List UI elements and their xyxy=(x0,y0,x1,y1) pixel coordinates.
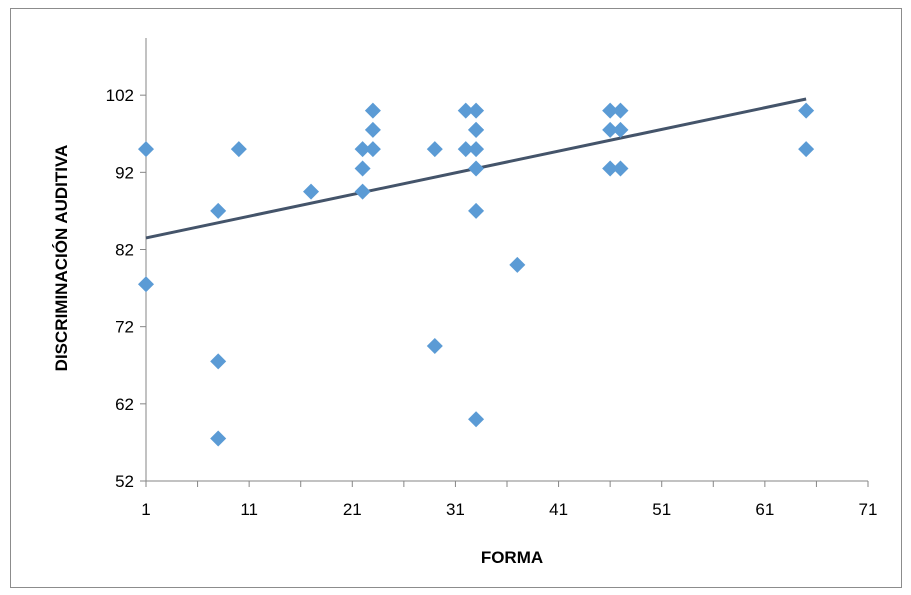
data-point xyxy=(602,102,619,119)
data-point xyxy=(468,102,485,119)
x-tick-label: 71 xyxy=(859,500,878,519)
data-point xyxy=(612,102,629,119)
data-point xyxy=(798,102,815,119)
x-tick-label: 41 xyxy=(549,500,568,519)
data-point xyxy=(210,202,227,219)
x-tick-label: 1 xyxy=(141,500,150,519)
y-tick-label: 62 xyxy=(115,395,134,414)
data-point xyxy=(509,256,526,273)
data-point xyxy=(138,276,154,293)
data-point xyxy=(612,121,629,138)
x-axis-title: FORMA xyxy=(481,548,543,567)
data-point xyxy=(798,141,815,158)
data-point xyxy=(602,121,619,138)
x-tick-label: 21 xyxy=(343,500,362,519)
y-tick-label: 102 xyxy=(106,86,134,105)
x-tick-label: 31 xyxy=(446,500,465,519)
data-point xyxy=(468,141,485,158)
data-point xyxy=(612,160,629,177)
data-point xyxy=(457,141,474,158)
data-point xyxy=(138,141,154,158)
y-axis-title: DISCRIMINACIÓN AUDITIVA xyxy=(52,145,71,372)
data-point xyxy=(210,430,227,447)
data-points xyxy=(138,102,815,447)
data-point xyxy=(468,160,485,177)
data-point xyxy=(426,141,443,158)
data-point xyxy=(364,121,381,138)
data-point xyxy=(354,183,371,200)
data-point xyxy=(230,141,247,158)
data-point xyxy=(354,141,371,158)
data-point xyxy=(457,102,474,119)
data-point xyxy=(210,353,227,370)
x-tick-label: 11 xyxy=(240,500,258,519)
x-tick-label: 61 xyxy=(755,500,774,519)
y-tick-label: 92 xyxy=(115,163,134,182)
data-point xyxy=(364,102,381,119)
data-point xyxy=(354,160,371,177)
data-point xyxy=(426,337,443,354)
y-tick-label: 82 xyxy=(115,241,134,260)
y-tick-label: 52 xyxy=(115,472,134,491)
data-point xyxy=(468,121,485,138)
chart-area xyxy=(10,8,902,588)
data-point xyxy=(468,411,485,428)
data-point xyxy=(303,183,320,200)
axes xyxy=(140,38,869,487)
y-tick-label: 72 xyxy=(115,318,134,337)
x-tick-label: 51 xyxy=(652,500,671,519)
data-point xyxy=(602,160,619,177)
data-point xyxy=(364,141,381,158)
data-point xyxy=(468,202,485,219)
